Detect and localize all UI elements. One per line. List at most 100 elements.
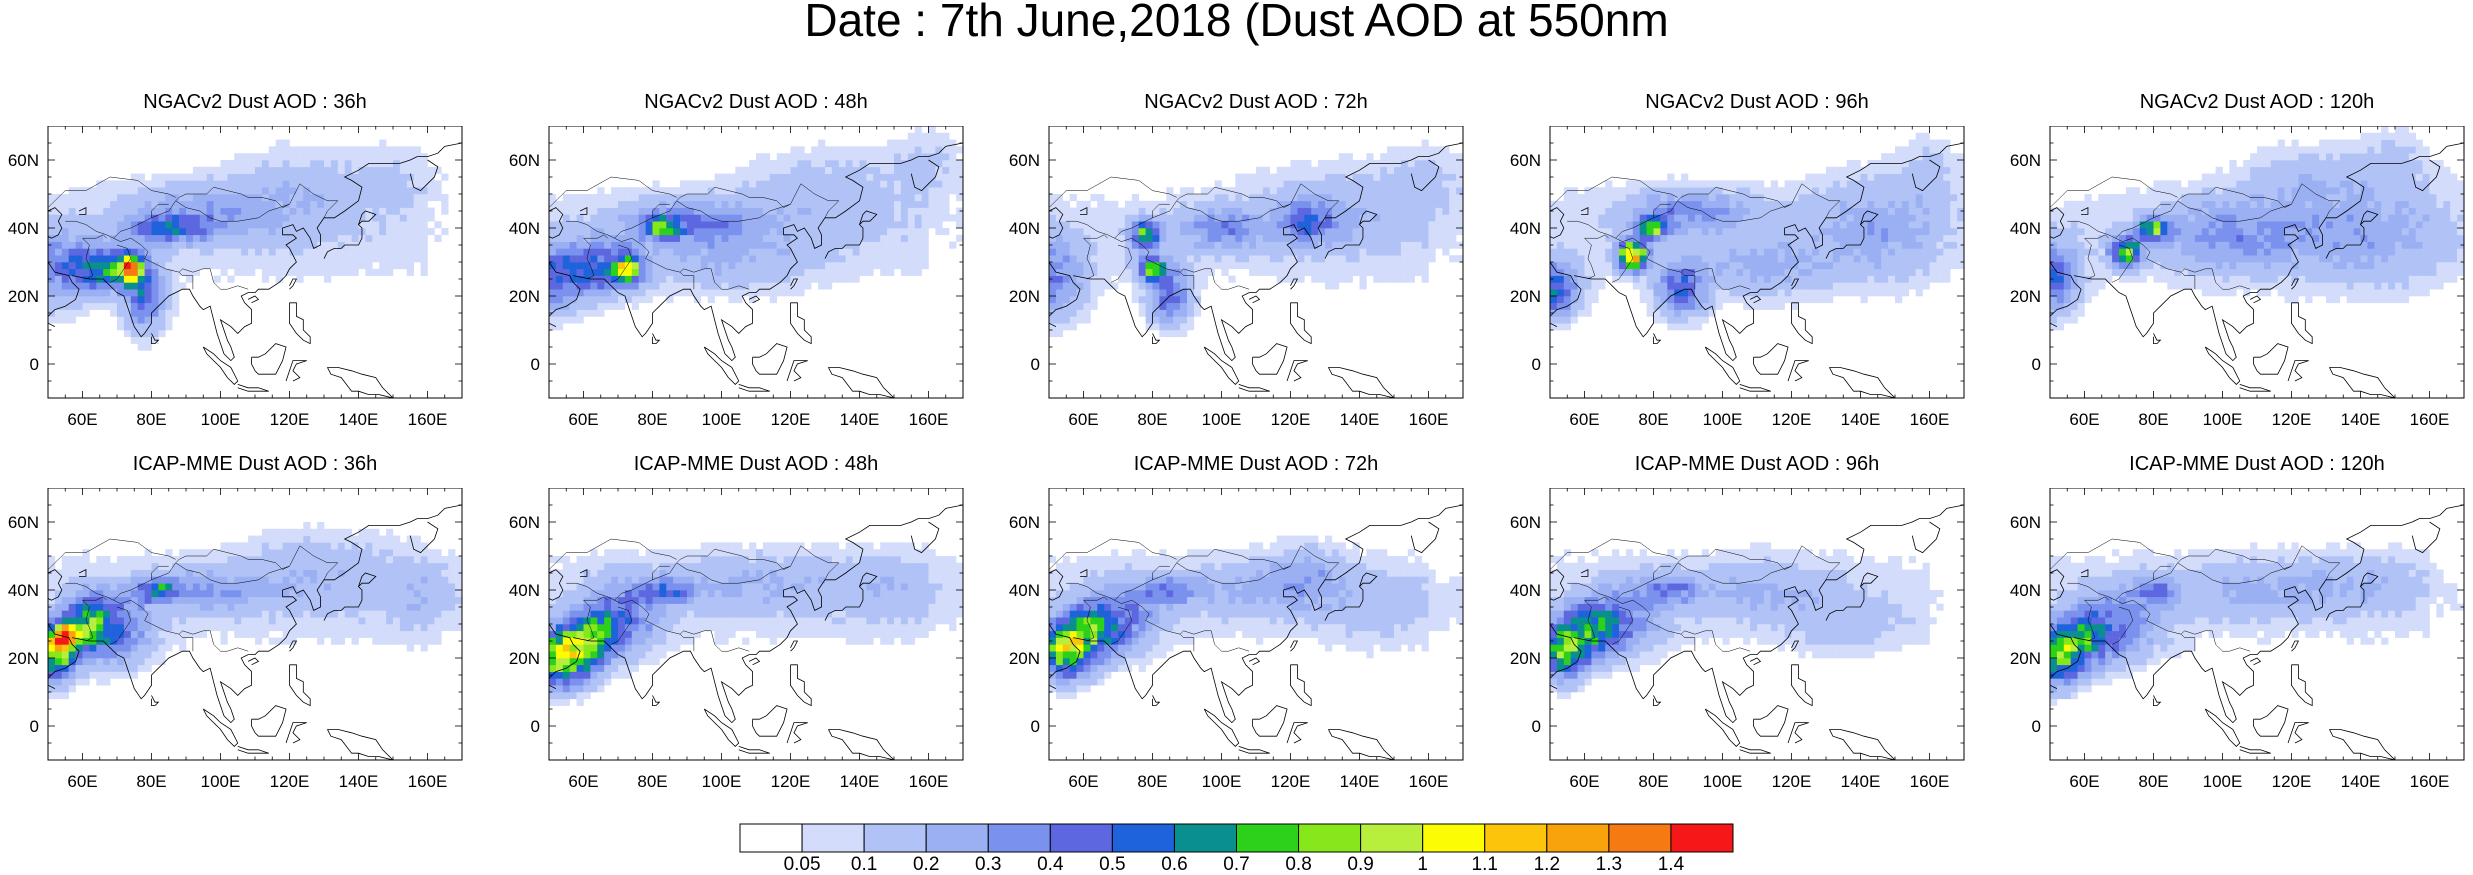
aod-cell (825, 187, 832, 194)
aod-cell (942, 201, 949, 208)
aod-cell (1916, 187, 1923, 194)
aod-cell (290, 269, 297, 276)
aod-cell (1667, 242, 1674, 249)
aod-cell (1909, 276, 1916, 283)
aod-cell (103, 276, 110, 283)
aod-cell (1339, 262, 1346, 269)
aod-cell (221, 255, 228, 262)
aod-cell (818, 146, 825, 153)
aod-cell (1716, 296, 1723, 303)
aod-cell (303, 248, 310, 255)
aod-cell (386, 167, 393, 174)
aod-cell (894, 180, 901, 187)
aod-cell (407, 255, 414, 262)
aod-cell (784, 180, 791, 187)
aod-cell (777, 289, 784, 296)
aod-cell (1208, 235, 1215, 242)
aod-cell (262, 269, 269, 276)
aod-cell (853, 255, 860, 262)
aod-cell (117, 208, 124, 215)
aod-cell (1401, 214, 1408, 221)
aod-cell (83, 269, 90, 276)
aod-cell (797, 214, 804, 221)
aod-cell (110, 208, 117, 215)
aod-cell (400, 262, 407, 269)
aod-cell (1881, 289, 1888, 296)
aod-cell (1242, 255, 1249, 262)
aod-cell (1049, 296, 1056, 303)
aod-cell (290, 208, 297, 215)
aod-cell (1557, 248, 1564, 255)
aod-cell (563, 208, 570, 215)
aod-cell (1916, 180, 1923, 187)
aod-cell (1916, 289, 1923, 296)
aod-cell (276, 262, 283, 269)
aod-cell (1736, 180, 1743, 187)
aod-cell (1077, 310, 1084, 317)
aod-cell (1936, 208, 1943, 215)
aod-cell (1346, 228, 1353, 235)
aod-cell (338, 228, 345, 235)
aod-cell (749, 208, 756, 215)
aod-cell (379, 221, 386, 228)
aod-cell (1318, 167, 1325, 174)
aod-cell (1716, 269, 1723, 276)
aod-cell (55, 262, 62, 269)
aod-cell (1118, 221, 1125, 228)
aod-cell (1916, 146, 1923, 153)
aod-cell (393, 235, 400, 242)
aod-cell (715, 242, 722, 249)
aod-cell (1688, 303, 1695, 310)
aod-cell (1304, 262, 1311, 269)
aod-cell (887, 187, 894, 194)
aod-cell (193, 262, 200, 269)
aod-cell (1764, 289, 1771, 296)
aod-cell (1674, 262, 1681, 269)
aod-cell (1056, 289, 1063, 296)
aod-cell (1640, 262, 1647, 269)
aod-cell (331, 221, 338, 228)
aod-cell (241, 242, 248, 249)
aod-cell (89, 289, 96, 296)
aod-cell (832, 160, 839, 167)
y-tick-label: 0 (30, 355, 39, 374)
aod-cell (1826, 180, 1833, 187)
aod-cell (570, 276, 577, 283)
aod-cell (549, 214, 556, 221)
aod-cell (165, 248, 172, 255)
aod-cell (673, 262, 680, 269)
aod-cell (1387, 214, 1394, 221)
aod-cell (1304, 201, 1311, 208)
aod-cell (359, 255, 366, 262)
aod-cell (632, 303, 639, 310)
aod-cell (2071, 201, 2078, 208)
aod-cell (2085, 248, 2092, 255)
aod-cell (1297, 194, 1304, 201)
aod-cell (1346, 248, 1353, 255)
x-tick-label: 140E (339, 410, 379, 429)
aod-cell (708, 248, 715, 255)
aod-cell (1936, 228, 1943, 235)
aod-cell (929, 133, 936, 140)
aod-cell (1833, 187, 1840, 194)
aod-cell (248, 214, 255, 221)
aod-cell (570, 303, 577, 310)
aod-cell (1633, 282, 1640, 289)
aod-cell (1353, 235, 1360, 242)
aod-cell (158, 282, 165, 289)
aod-cell (701, 242, 708, 249)
aod-cell (701, 228, 708, 235)
aod-cell (687, 282, 694, 289)
aod-cell (428, 174, 435, 181)
aod-cell (791, 242, 798, 249)
aod-cell (1132, 269, 1139, 276)
aod-cell (1667, 296, 1674, 303)
aod-cell (1591, 214, 1598, 221)
aod-cell (915, 187, 922, 194)
aod-cell (604, 262, 611, 269)
aod-cell (214, 221, 221, 228)
aod-cell (2057, 323, 2064, 330)
aod-cell (1895, 194, 1902, 201)
aod-cell (310, 214, 317, 221)
aod-cell (1674, 282, 1681, 289)
